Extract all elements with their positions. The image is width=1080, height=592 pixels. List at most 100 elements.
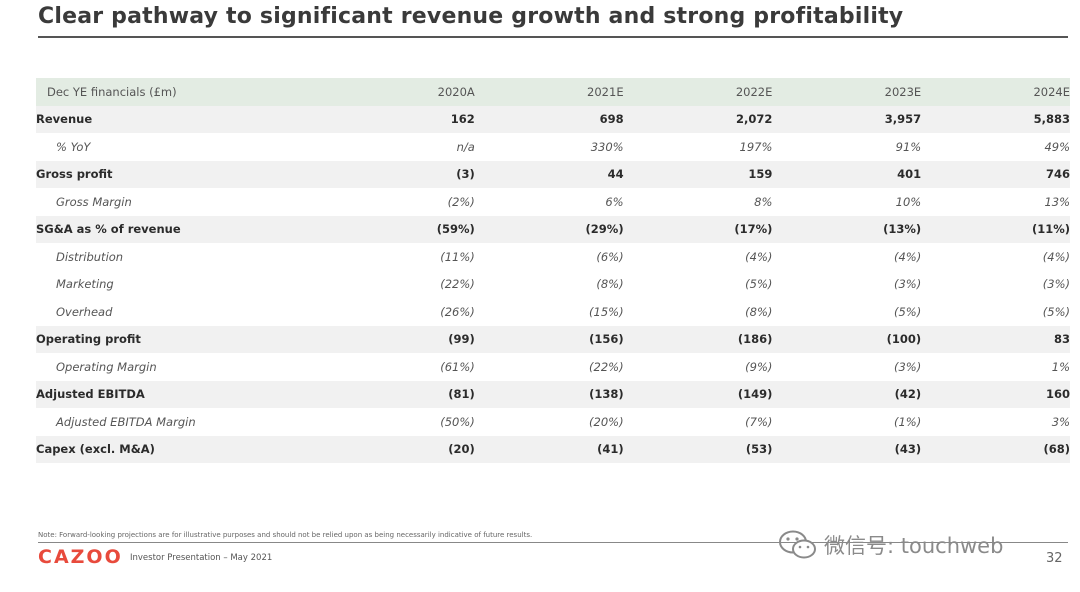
cell-value: 746 [921, 160, 1070, 188]
footnote: Note: Forward-looking projections are fo… [38, 531, 533, 539]
row-label: Marketing [56, 277, 114, 292]
cell-value: (15%) [589, 304, 624, 319]
cell-value: (42) [772, 380, 922, 408]
table-row: Gross profit (3) 44 159 401 746 [36, 160, 1070, 188]
cell-value: (4%) [893, 249, 922, 264]
row-label: Operating Margin [56, 359, 157, 374]
cell-value: (50%) [440, 414, 475, 429]
cell-value: (22%) [589, 359, 624, 374]
table-row: Capex (excl. M&A) (20) (41) (53) (43) (68) [36, 435, 1070, 463]
cell-value: 13% [1044, 194, 1070, 209]
cell-value: (6%) [596, 249, 624, 264]
row-label: Gross Margin [56, 194, 132, 209]
cell-value: 91% [895, 139, 922, 154]
cell-value: (4%) [1042, 249, 1070, 264]
cell-value: 197% [739, 139, 773, 154]
wechat-icon [779, 530, 816, 559]
cell-value: (22%) [440, 277, 475, 292]
page-title: Clear pathway to significant revenue gro… [38, 4, 904, 29]
cell-value: (7%) [745, 414, 773, 429]
cell-value: 83 [921, 325, 1070, 353]
cell-value: 698 [474, 105, 624, 133]
cell-value: (61%) [440, 359, 475, 374]
cell-value: (8%) [596, 277, 624, 292]
cell-value: (3%) [893, 359, 922, 374]
table-row: Operating Margin (61%) (22%) (9%) (3%) 1% [36, 353, 1070, 381]
header-year: 2020A [326, 78, 475, 106]
cell-value: n/a [456, 139, 475, 154]
cell-value: 160 [921, 380, 1070, 408]
cell-value: 49% [1044, 139, 1070, 154]
cell-value: 3,957 [772, 105, 922, 133]
cell-value: (26%) [440, 304, 475, 319]
cell-value: 44 [474, 160, 624, 188]
header-year: 2023E [772, 78, 922, 106]
cell-value: (20%) [589, 414, 624, 429]
watermark-text: 微信号: touchweb [824, 534, 1004, 558]
cell-value: (53) [623, 435, 773, 463]
row-label: Distribution [56, 249, 124, 264]
cell-value: (5%) [1042, 304, 1070, 319]
table-row: Gross Margin (2%) 6% 8% 10% 13% [36, 188, 1070, 216]
cell-value: (81) [326, 380, 475, 408]
cell-value: (186) [623, 325, 773, 353]
cell-value: (11%) [440, 249, 475, 264]
header-label: Dec YE financials (£m) [36, 78, 326, 106]
row-label: Operating profit [36, 325, 326, 353]
table-row: Marketing (22%) (8%) (5%) (3%) (3%) [36, 271, 1070, 299]
cell-value: 1% [1051, 359, 1070, 374]
title-divider [38, 36, 1068, 38]
cell-value: (156) [474, 325, 624, 353]
table-row: Distribution (11%) (6%) (4%) (4%) (4%) [36, 243, 1070, 271]
page-number: 32 [1046, 551, 1063, 566]
cell-value: (2%) [447, 194, 475, 209]
cell-value: (4%) [745, 249, 773, 264]
cazoo-logo: CAZOO [38, 546, 123, 568]
table-row: Adjusted EBITDA Margin (50%) (20%) (7%) (1%)… [36, 408, 1070, 436]
financials-table: Dec YE financials (£m) 2020A 2021E 2022E… [36, 78, 1070, 463]
row-label: SG&A as % of revenue [36, 215, 326, 243]
table-row: Operating profit (99) (156) (186) (100) 83 [36, 325, 1070, 353]
cell-value: (5%) [745, 277, 773, 292]
table-row: % YoY n/a 330% 197% 91% 49% [36, 133, 1070, 161]
cell-value: (13%) [772, 215, 922, 243]
cell-value: (17%) [623, 215, 773, 243]
cell-value: 5,883 [921, 105, 1070, 133]
cell-value: (59%) [326, 215, 475, 243]
row-label: Revenue [36, 105, 326, 133]
row-label: Adjusted EBITDA [36, 380, 326, 408]
header-year: 2022E [623, 78, 773, 106]
watermark: 微信号: touchweb [778, 529, 1003, 561]
footer-divider [38, 542, 1068, 543]
cell-value: (99) [326, 325, 475, 353]
header-year: 2021E [474, 78, 624, 106]
cell-value: 6% [605, 194, 624, 209]
row-label: Gross profit [36, 160, 326, 188]
row-label: Overhead [56, 304, 113, 319]
cell-value: (3%) [1042, 277, 1070, 292]
cell-value: (9%) [745, 359, 773, 374]
row-label: Capex (excl. M&A) [36, 435, 326, 463]
cell-value: 3% [1051, 414, 1070, 429]
table-row: Adjusted EBITDA (81) (138) (149) (42) 160 [36, 380, 1070, 408]
cell-value: (8%) [745, 304, 773, 319]
table-row: SG&A as % of revenue (59%) (29%) (17%) (13%)… [36, 215, 1070, 243]
cell-value: (29%) [474, 215, 624, 243]
cell-value: 8% [754, 194, 773, 209]
header-year: 2024E [921, 78, 1070, 106]
row-label: % YoY [56, 139, 91, 154]
row-label: Adjusted EBITDA Margin [56, 414, 196, 429]
cell-value: 159 [623, 160, 773, 188]
cell-value: (3%) [893, 277, 922, 292]
cell-value: 162 [326, 105, 475, 133]
cell-value: (11%) [921, 215, 1070, 243]
presentation-caption: Investor Presentation – May 2021 [130, 553, 273, 563]
cell-value: (1%) [893, 414, 922, 429]
cell-value: (3) [326, 160, 475, 188]
cell-value: 2,072 [623, 105, 773, 133]
cell-value: (5%) [893, 304, 922, 319]
cell-value: (149) [623, 380, 773, 408]
cell-value: 330% [590, 139, 624, 154]
cell-value: (20) [326, 435, 475, 463]
cell-value: (43) [772, 435, 922, 463]
